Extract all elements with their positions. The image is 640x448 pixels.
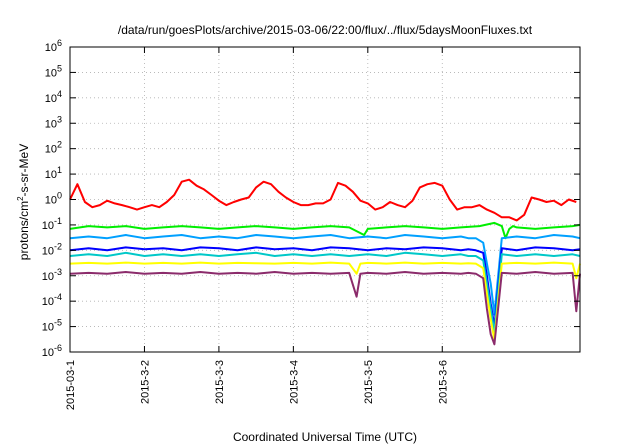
series-line xyxy=(69,251,581,334)
y-tick-label: 102 xyxy=(45,140,62,156)
x-axis: 2015-03-1 2015-3-2 2015-3-3 2015-3-4 2015-3-… xyxy=(65,47,449,410)
series-line xyxy=(69,261,581,341)
y-tick-label: 101 xyxy=(45,165,62,181)
x-tick-label: 2015-03-1 xyxy=(65,360,77,410)
y-axis: 10-6 10-5 10-4 10-3 10-2 10-1 100 101 102 103 104 1… xyxy=(42,38,580,359)
series-line xyxy=(69,178,577,222)
series-group xyxy=(69,178,581,346)
y-tick-label: 10-5 xyxy=(42,318,62,334)
x-tick-label: 2015-3-3 xyxy=(214,360,226,404)
y-tick-label: 10-4 xyxy=(42,292,62,308)
chart-title: /data/run/goesPlots/archive/2015-03-06/2… xyxy=(118,23,533,37)
y-tick-label: 104 xyxy=(45,89,62,105)
x-tick-label: 2015-3-5 xyxy=(363,360,375,404)
y-tick-label: 10-6 xyxy=(42,343,62,359)
y-tick-label: 10-2 xyxy=(42,241,62,257)
grid xyxy=(69,46,580,353)
x-tick-label: 2015-3-2 xyxy=(139,360,151,404)
y-axis-label-sup: 2 xyxy=(16,196,25,201)
x-tick-label: 2015-3-6 xyxy=(437,360,449,404)
x-tick-label: 2015-3-4 xyxy=(288,360,300,404)
y-tick-label: 10-1 xyxy=(42,216,62,232)
series-line xyxy=(69,234,581,316)
y-axis-label-rest: -s-sr-MeV xyxy=(17,144,31,197)
y-tick-label: 103 xyxy=(45,114,62,130)
y-axis-label: protons/cm2-s-sr-MeV xyxy=(16,144,31,260)
y-tick-label: 106 xyxy=(45,38,62,54)
y-tick-label: 105 xyxy=(45,63,62,79)
y-axis-label-base: protons/cm xyxy=(17,201,31,260)
y-tick-label: 100 xyxy=(45,191,62,207)
x-axis-label: Coordinated Universal Time (UTC) xyxy=(233,430,417,444)
series-line xyxy=(69,246,581,328)
series-line xyxy=(69,271,581,346)
series-line xyxy=(69,221,581,240)
y-tick-label: 10-3 xyxy=(42,267,62,283)
